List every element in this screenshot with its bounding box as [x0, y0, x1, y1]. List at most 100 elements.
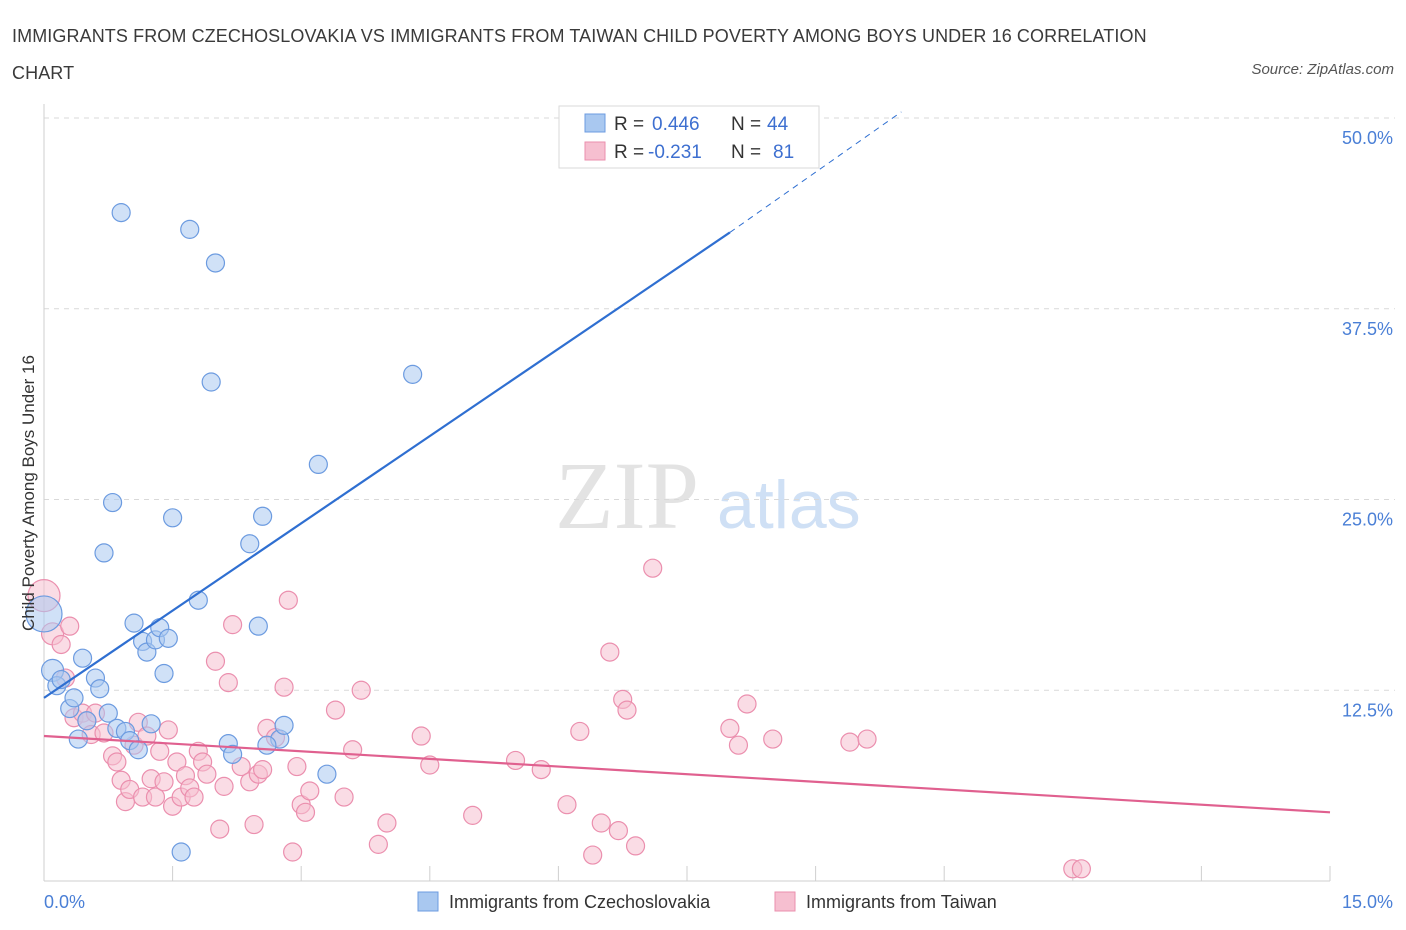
watermark-atlas: atlas: [717, 467, 861, 543]
taiwan-point-34: [205, 651, 226, 671]
taiwan-point-35: [210, 819, 230, 839]
taiwan-point-58: [377, 813, 397, 833]
czechoslovakia-point-8: [77, 711, 97, 731]
czechoslovakia-point-43: [257, 735, 277, 755]
taiwan-point-23: [154, 772, 174, 792]
taiwan-point-46: [274, 677, 294, 697]
czechoslovakia-point-10: [90, 679, 110, 699]
taiwan-point-68: [600, 642, 620, 662]
taiwan-point-61: [463, 805, 483, 825]
series-legend-swatch-czechoslovakia: [417, 891, 439, 912]
taiwan-point-12: [107, 752, 127, 772]
taiwan-point-26: [167, 752, 187, 772]
taiwan-point-66: [583, 845, 603, 865]
x-tick-label-min: 0.0%: [44, 892, 85, 912]
czechoslovakia-point-26: [158, 628, 178, 648]
gridlines: [44, 117, 1395, 691]
legend-swatch-taiwan: [584, 141, 606, 161]
czechoslovakia-point-25: [154, 663, 174, 684]
taiwan-point-76: [737, 694, 757, 714]
legend-r-value-czechoslovakia: 0.446: [652, 114, 700, 135]
taiwan-point-51: [295, 802, 316, 822]
taiwan-point-79: [857, 729, 877, 749]
czechoslovakia-point-34: [223, 744, 243, 764]
taiwan-point-38: [223, 615, 243, 635]
taiwan-point-75: [728, 735, 749, 755]
czechoslovakia-point-7: [72, 648, 93, 668]
y-axis-label: Child Poverty Among Boys Under 16: [19, 355, 38, 631]
czechoslovakia-point-41: [317, 764, 337, 784]
czechoslovakia-point-29: [180, 219, 200, 239]
taiwan-point-64: [557, 795, 577, 815]
series-legend: Immigrants from Czechoslovakia Immigrant…: [417, 891, 997, 912]
taiwan-point-71: [617, 700, 637, 720]
czechoslovakia-point-39: [274, 715, 294, 735]
x-tick-label-max: 15.0%: [1342, 892, 1393, 912]
czechoslovakia-point-28: [171, 842, 191, 862]
czechoslovakia-point-15: [111, 203, 131, 223]
taiwan-point-72: [625, 836, 646, 856]
taiwan-point-30: [184, 787, 204, 807]
czechoslovakia-point-42: [403, 364, 423, 384]
czechoslovakia-point-22: [141, 714, 161, 734]
taiwan-trend-line: [43, 734, 1331, 814]
taiwan-point-67: [591, 813, 611, 833]
taiwan-point-63: [531, 760, 551, 780]
stats-legend: R = 0.446 N = 44 R = -0.231 N = 81: [558, 105, 820, 169]
taiwan-point-77: [763, 729, 783, 749]
trend-lines: [43, 111, 1331, 814]
czechoslovakia-point-18: [124, 613, 144, 633]
taiwan-point-37: [218, 673, 238, 693]
legend-n-value-taiwan: 81: [773, 142, 794, 163]
y-tick-label-0: 12.5%: [1342, 700, 1393, 720]
taiwan-point-54: [334, 787, 354, 807]
taiwan-point-69: [608, 821, 629, 841]
czechoslovakia-point-5: [64, 688, 84, 708]
czechoslovakia-point-31: [201, 372, 221, 392]
taiwan-point-21: [145, 787, 166, 807]
legend-r-label-czechoslovakia: R =: [614, 114, 644, 135]
y-tick-labels: 12.5% 25.0% 37.5% 50.0%: [1342, 128, 1393, 720]
taiwan-point-81: [1071, 859, 1091, 879]
czechoslovakia-point-0: [25, 595, 63, 633]
czechoslovakia-point-35: [240, 534, 260, 554]
taiwan-point-36: [214, 776, 234, 796]
czechoslovakia-trend-line: [43, 231, 731, 699]
legend-r-value-taiwan: -0.231: [648, 142, 702, 163]
czechoslovakia-trend-extension: [729, 111, 902, 233]
taiwan-point-55: [343, 740, 363, 760]
watermark-zip: ZIP: [555, 442, 699, 549]
y-tick-label-3: 50.0%: [1342, 128, 1393, 148]
czechoslovakia-point-36: [248, 616, 268, 636]
czechoslovakia-point-37: [253, 506, 273, 526]
series-legend-label-taiwan: Immigrants from Taiwan: [806, 892, 997, 912]
czechoslovakia-point-27: [163, 508, 183, 528]
taiwan-point-49: [287, 756, 307, 777]
taiwan-point-56: [351, 680, 371, 700]
taiwan-point-43: [253, 760, 273, 780]
y-tick-label-2: 37.5%: [1342, 319, 1393, 339]
axes: [43, 104, 1331, 882]
series-legend-swatch-taiwan: [774, 891, 796, 912]
taiwan-point-65: [570, 721, 590, 742]
taiwan-point-78: [840, 732, 860, 752]
taiwan-point-59: [411, 726, 431, 746]
taiwan-point-57: [368, 834, 388, 854]
czechoslovakia-point-11: [94, 543, 114, 563]
legend-r-label-taiwan: R =: [614, 142, 644, 163]
czechoslovakia-point-12: [98, 703, 118, 723]
czechoslovakia-point-13: [102, 492, 123, 513]
taiwan-point-47: [278, 590, 298, 610]
taiwan-point-2: [51, 634, 71, 655]
taiwan-point-62: [505, 750, 526, 771]
czechoslovakia-point-19: [128, 740, 148, 760]
taiwan-point-24: [158, 720, 178, 740]
taiwan-point-33: [197, 764, 217, 784]
taiwan-points: [27, 558, 1091, 879]
taiwan-point-52: [300, 781, 320, 801]
taiwan-point-60: [420, 755, 440, 775]
taiwan-point-4: [60, 616, 80, 636]
y-tick-label-1: 25.0%: [1342, 510, 1393, 530]
taiwan-point-73: [643, 558, 663, 578]
